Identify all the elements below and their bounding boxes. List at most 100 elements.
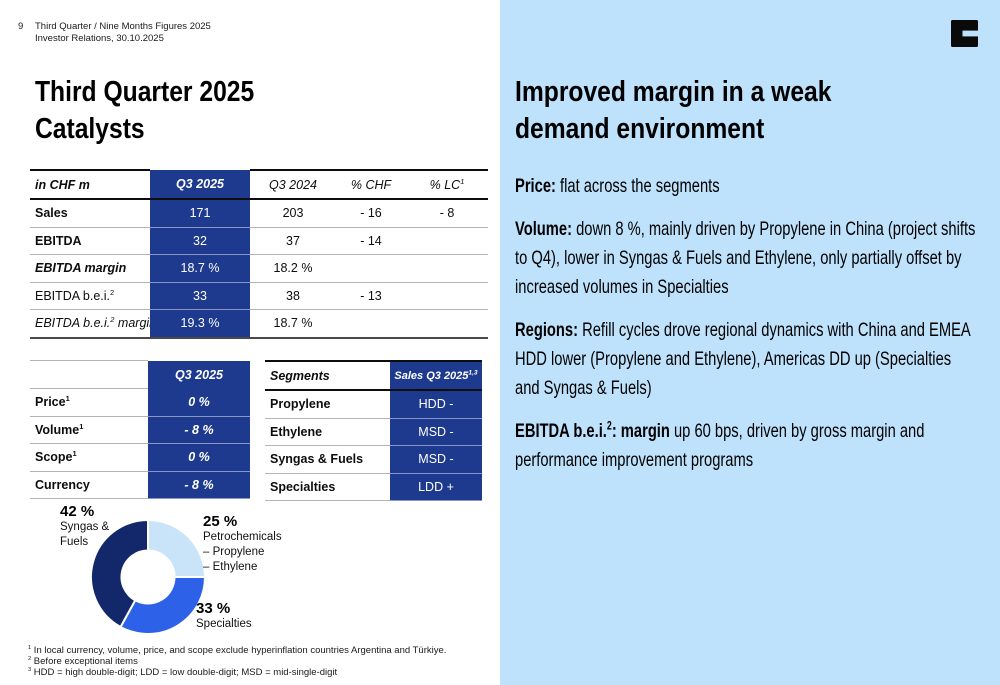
paragraph-text: up 60 bps, driven by gross margin and pe…	[515, 420, 925, 471]
donut-segment-specialties	[119, 576, 207, 635]
paragraph-text: Refill cycles drove regional dynamics wi…	[515, 319, 970, 399]
kpi-value: - 14	[336, 227, 406, 255]
footnote: 2 Before exceptional items	[28, 656, 138, 668]
driver-row-value: 0 %	[148, 443, 250, 472]
driver-row: Currency - 8 %	[30, 471, 250, 499]
kpi-value	[406, 254, 488, 283]
growth-drivers-table: Q3 2025 Price1 0 % Volume1- 8 % Scope1 0 % Cur…	[30, 360, 250, 499]
donut-label-line: Petrochemicals	[203, 531, 282, 543]
driver-row-label: Price1	[30, 388, 148, 417]
commentary-paragraph: Regions: Refill cycles drove regional dy…	[515, 316, 977, 403]
commentary-paragraph: Price: flat across the segments	[515, 172, 977, 201]
driver-row-value: - 8 %	[148, 471, 250, 499]
driver-col-header	[30, 360, 148, 389]
driver-row-label: Volume1	[30, 416, 148, 444]
kpi-row: Sales 171 203- 16- 8	[30, 199, 488, 228]
kpi-row-label: EBITDA margin	[30, 254, 150, 283]
donut-label-line: – Ethylene	[203, 561, 258, 573]
kpi-q3-2025-value: 18.7 %	[150, 254, 250, 283]
paragraph-lead: Regions:	[515, 319, 578, 341]
kpi-q3-2025-value: 19.3 %	[150, 309, 250, 339]
donut-label: 42 % Syngas & Fuels	[60, 503, 109, 550]
left-title-line2: Catalysts	[35, 113, 145, 145]
paragraph-text: down 8 %, mainly driven by Propylene in …	[515, 218, 976, 298]
kpi-value: - 13	[336, 282, 406, 310]
driver-row: Price1 0 %	[30, 388, 250, 417]
kpi-value: 203	[250, 199, 336, 228]
segment-col-header: Segments	[265, 360, 390, 391]
commentary-paragraph: EBITDA b.e.i.2: margin up 60 bps, driven…	[515, 417, 977, 475]
kpi-value	[336, 254, 406, 283]
donut-segment-syngas-amp-fuels	[90, 518, 149, 629]
clariant-logo-icon	[951, 20, 978, 47]
donut-label-line: Syngas &	[60, 521, 110, 533]
kpi-row: EBITDA 32 37- 14	[30, 227, 488, 255]
driver-row-label: Currency	[30, 471, 148, 499]
sales-split-donut-chart: 25 % Petrochemicals – Propylene – Ethylene 3…	[30, 500, 310, 650]
commentary-block: Price: flat across the segments Volume: d…	[515, 172, 977, 489]
donut-chart-svg	[90, 518, 207, 635]
kpi-value: 18.7 %	[250, 309, 336, 339]
segments-sales-table: Segments Sales Q3 20251,3 Propylene HDD - Et…	[265, 360, 482, 501]
kpi-value: - 8	[406, 199, 488, 228]
donut-label-line: – Propylene	[203, 546, 265, 558]
segment-row: Ethylene MSD -	[265, 418, 482, 446]
donut-pct-label: 25 %	[203, 513, 238, 530]
footnote: 1 In local currency, volume, price, and …	[28, 644, 447, 656]
kpi-value: 37	[250, 227, 336, 255]
segment-value-header: Sales Q3 20251,3	[390, 360, 482, 391]
kpi-col-header: Q3 2024	[250, 169, 336, 200]
right-slide-title: Improved margin in a weak demand environ…	[515, 74, 831, 148]
kpi-col-header: Q3 2025	[150, 170, 250, 200]
segment-row-label: Syngas & Fuels	[265, 445, 390, 474]
segment-row-label: Propylene	[265, 390, 390, 419]
kpi-row-label: EBITDA	[30, 227, 150, 255]
segment-row-value: LDD +	[390, 473, 482, 501]
segment-row: Specialties LDD +	[265, 473, 482, 501]
donut-pct-label: 33 %	[196, 600, 231, 617]
donut-segment-petrochemicals	[147, 518, 207, 578]
right-panel-background	[500, 0, 1000, 685]
kpi-value: 38	[250, 282, 336, 310]
kpi-row-label: EBITDA b.e.i.2 margin	[30, 309, 150, 339]
segment-row: Syngas & Fuels MSD -	[265, 445, 482, 474]
paragraph-text: flat across the segments	[560, 175, 720, 197]
kpi-col-header: in CHF m	[30, 169, 150, 200]
left-title-line1: Third Quarter 2025	[35, 76, 255, 108]
kpi-table: in CHF m Q3 2025 Q3 2024% CHF% LC1 Sales 17…	[30, 169, 488, 339]
kpi-row: EBITDA b.e.i.2 margin19.3 %18.7 %	[30, 309, 488, 339]
segment-row-value: HDD -	[390, 390, 482, 419]
driver-row-value: 0 %	[148, 388, 250, 417]
kpi-col-header: % CHF	[336, 169, 406, 200]
paragraph-lead: Volume:	[515, 218, 572, 240]
paragraph-lead: EBITDA b.e.i.2: margin	[515, 419, 670, 442]
kpi-row-label: EBITDA b.e.i.2	[30, 282, 150, 310]
kpi-row: EBITDA margin 18.7 % 18.2 %	[30, 254, 488, 283]
kpi-value	[406, 309, 488, 339]
kpi-col-header: % LC1	[406, 169, 488, 200]
segment-row-value: MSD -	[390, 418, 482, 446]
kpi-q3-2025-value: 33	[150, 282, 250, 310]
kpi-value: 18.2 %	[250, 254, 336, 283]
page-number: 9	[18, 21, 24, 32]
segment-row-label: Specialties	[265, 473, 390, 501]
header-subtitle-date: Investor Relations, 30.10.2025	[35, 32, 164, 44]
driver-row-value: - 8 %	[148, 416, 250, 444]
slide-header: Third Quarter / Nine Months Figures 2025…	[35, 21, 211, 44]
donut-label-line: Specialties	[196, 618, 252, 630]
segment-row-label: Ethylene	[265, 418, 390, 446]
right-title-line2: demand environment	[515, 113, 765, 145]
footnotes: 1 In local currency, volume, price, and …	[28, 645, 446, 679]
segment-row: Propylene HDD -	[265, 390, 482, 419]
footnote: 3 HDD = high double-digit; LDD = low dou…	[28, 667, 338, 679]
left-slide-title: Third Quarter 2025 Catalysts	[35, 74, 254, 148]
donut-label: 25 % Petrochemicals – Propylene – Ethylene	[203, 513, 282, 575]
header-presentation-title: Third Quarter / Nine Months Figures 2025	[35, 21, 211, 32]
kpi-row: EBITDA b.e.i.2 33 38- 13	[30, 282, 488, 310]
kpi-value	[406, 282, 488, 310]
kpi-q3-2025-value: 171	[150, 199, 250, 228]
kpi-row-label: Sales	[30, 199, 150, 228]
right-title-line1: Improved margin in a weak	[515, 76, 832, 108]
donut-label: 33 % Specialties	[196, 600, 252, 632]
kpi-value: - 16	[336, 199, 406, 228]
